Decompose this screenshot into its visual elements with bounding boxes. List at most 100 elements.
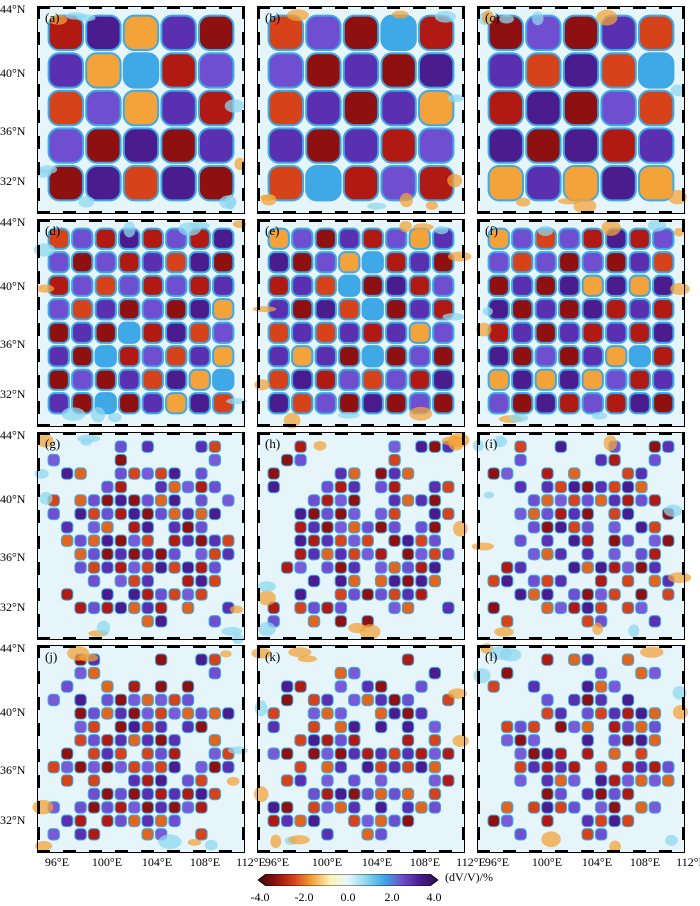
frame-tick: [503, 211, 516, 214]
frame-tick: [477, 588, 480, 601]
anomaly-cell: [415, 547, 428, 561]
anomaly-cell: [581, 274, 604, 297]
anomaly-cell: [594, 760, 608, 774]
anomaly-cell: [621, 693, 635, 707]
edge-anomaly: [573, 198, 597, 214]
anomaly-cell: [628, 321, 651, 344]
frame-tick: [283, 211, 296, 214]
anomaly-cell: [374, 521, 388, 534]
frame-tick: [682, 188, 685, 201]
anomaly-cell: [307, 693, 321, 707]
anomaly-cell: [348, 534, 361, 547]
frame-tick: [37, 614, 40, 627]
edge-anomaly: [488, 646, 513, 660]
anomaly-cell: [168, 734, 181, 747]
anomaly-cell: [635, 601, 648, 615]
anomaly-cell: [527, 507, 541, 521]
anomaly-cell: [605, 274, 628, 297]
anomaly-cell: [374, 720, 388, 734]
anomaly-cell: [514, 734, 527, 747]
anomaly-cell: [348, 480, 361, 494]
anomaly-cell: [558, 392, 581, 415]
anomaly-cell: [267, 480, 280, 494]
frame-tick: [462, 562, 465, 575]
frame-tick: [555, 219, 568, 222]
frame-tick: [37, 424, 50, 427]
frame-tick: [242, 827, 245, 840]
anomaly-cell: [635, 801, 648, 814]
anomaly-cell: [71, 227, 94, 250]
frame-tick: [242, 32, 245, 45]
anomaly-cell: [87, 734, 101, 747]
anomaly-cell: [195, 707, 208, 720]
frame-tick: [37, 775, 40, 788]
frame-tick: [37, 458, 40, 471]
frame-tick: [37, 245, 40, 258]
anomaly-cell: [401, 734, 415, 747]
anomaly-cell: [168, 787, 181, 801]
frame-tick: [462, 432, 465, 445]
anomaly-cell: [401, 547, 415, 561]
anomaly-cell: [87, 534, 101, 547]
frame-tick: [477, 432, 480, 445]
frame-tick: [529, 211, 542, 214]
anomaly-cell: [487, 345, 510, 368]
anomaly-cell: [648, 666, 662, 680]
edge-anomaly: [36, 434, 54, 448]
frame-tick: [89, 424, 102, 427]
anomaly-cell: [118, 251, 141, 274]
frame-tick: [257, 458, 260, 471]
frame-tick: [439, 211, 452, 214]
edge-anomaly: [34, 468, 49, 479]
anomaly-cell: [307, 494, 321, 507]
frame-tick: [529, 6, 542, 9]
frame-tick: [503, 432, 516, 435]
frame-tick: [477, 749, 480, 762]
edge-anomaly: [670, 84, 685, 97]
frame-tick: [167, 645, 180, 648]
frame-tick: [257, 271, 260, 284]
edge-anomaly: [482, 10, 495, 25]
anomaly-cell: [280, 814, 294, 828]
anomaly-cell: [314, 321, 337, 344]
frame-tick: [682, 801, 685, 814]
edge-anomaly: [596, 9, 618, 26]
longitude-label: 112°E: [236, 855, 266, 869]
anomaly-cell: [208, 480, 222, 494]
anomaly-cell: [361, 693, 374, 707]
frame-tick: [37, 536, 40, 549]
map-panel-k: (k): [251, 645, 469, 853]
anomaly-cell: [638, 52, 675, 89]
frame-tick: [37, 562, 40, 575]
anomaly-cell: [188, 274, 211, 297]
frame-tick: [477, 401, 480, 414]
anomaly-cell: [500, 467, 514, 480]
frame-tick: [257, 432, 270, 435]
anomaly-cell: [621, 707, 635, 720]
anomaly-cell: [141, 693, 154, 707]
anomaly-cell: [47, 89, 85, 127]
anomaly-cell: [581, 588, 594, 601]
anomaly-cell: [307, 707, 321, 720]
anomaly-cell: [401, 693, 415, 707]
anomaly-cell: [541, 787, 554, 801]
anomaly-cell: [141, 828, 154, 841]
anomaly-cell: [621, 787, 635, 801]
anomaly-cell: [638, 127, 675, 164]
anomaly-cell: [525, 127, 562, 164]
anomaly-cell: [581, 368, 604, 391]
frame-tick: [242, 749, 245, 762]
anomaly-cell: [621, 814, 635, 828]
anomaly-cell: [154, 774, 168, 787]
anomaly-cell: [334, 507, 348, 521]
anomaly-cell: [71, 251, 94, 274]
anomaly-cell: [652, 368, 675, 391]
anomaly-cell: [415, 747, 428, 760]
frame-tick: [37, 749, 40, 762]
anomaly-cell: [94, 321, 117, 344]
anomaly-cell: [334, 707, 348, 720]
anomaly-cell: [581, 601, 594, 615]
frame-tick: [462, 32, 465, 45]
anomaly-cell: [208, 440, 222, 453]
anomaly-cell: [594, 774, 608, 787]
